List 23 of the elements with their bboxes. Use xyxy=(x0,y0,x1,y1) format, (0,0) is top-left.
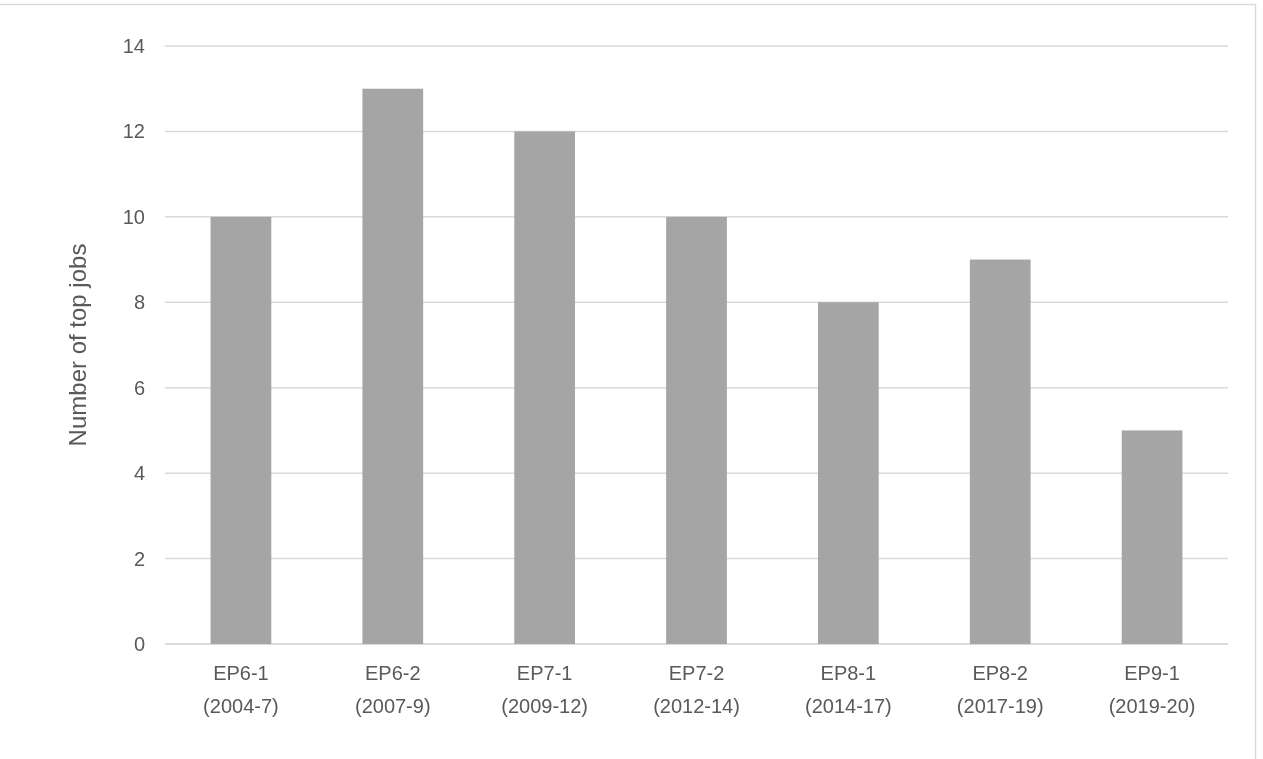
bar xyxy=(817,302,879,644)
x-tick-label: EP8-1 (2014-17) xyxy=(805,662,892,717)
x-tick-label: EP8-2 (2017-19) xyxy=(956,662,1044,717)
y-tick-label: 8 xyxy=(133,291,145,314)
x-tick-label: EP9-1 (2019-20) xyxy=(1108,662,1196,717)
y-tick-label: 2 xyxy=(133,547,145,570)
y-tick-label: 4 xyxy=(133,462,145,485)
x-tick-label: EP6-1 (2004-7) xyxy=(203,662,279,717)
bar xyxy=(1121,430,1183,644)
y-tick-label: 10 xyxy=(122,205,145,228)
x-tick-label: EP7-1 (2009-12) xyxy=(501,662,588,717)
y-tick-label: 6 xyxy=(133,376,145,399)
y-axis-title: Number of top jobs xyxy=(64,243,91,447)
y-tick-label: 14 xyxy=(122,35,145,57)
y-tick-label: 12 xyxy=(122,120,145,143)
bar xyxy=(514,131,576,644)
bar xyxy=(362,88,424,644)
bar xyxy=(666,216,727,644)
y-tick-label: 0 xyxy=(133,633,145,655)
bar xyxy=(969,259,1031,644)
bar xyxy=(210,216,272,644)
x-tick-label: EP7-2 (2012-14) xyxy=(653,662,740,717)
x-tick-label: EP6-2 (2007-9) xyxy=(354,662,431,717)
